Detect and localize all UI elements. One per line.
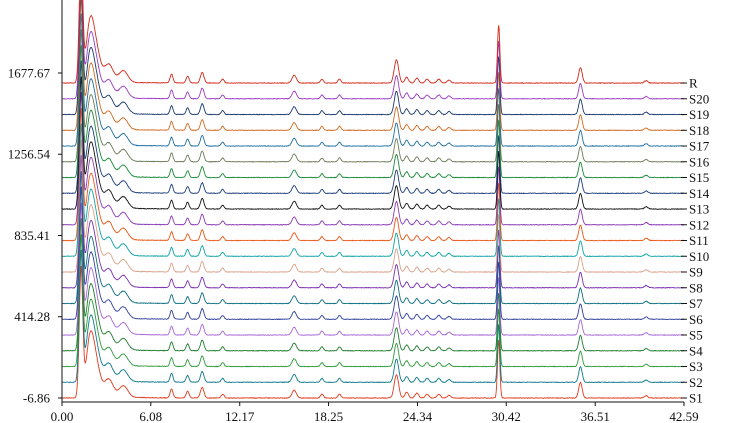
- y-tick-label: 835.41: [14, 228, 50, 243]
- trace-s16: [61, 29, 685, 163]
- trace-r: [61, 0, 685, 85]
- trace-s19: [61, 0, 685, 116]
- x-tick-label: 6.08: [139, 409, 162, 423]
- x-tick-label: 30.42: [492, 409, 521, 423]
- y-tick-layer: -6.86 414.28 835.41 1256.54 1677.67: [8, 66, 62, 406]
- trace-s8: [61, 155, 685, 289]
- trace-s4: [61, 218, 685, 352]
- series-label-r: R: [689, 76, 698, 91]
- series-label-s14: S14: [689, 186, 710, 201]
- series-label-s5: S5: [689, 328, 703, 343]
- series-label-layer: S1S2S3S4S5S6S7S8S9S10S11S12S13S14S15S16S…: [681, 76, 710, 406]
- trace-s7: [61, 171, 685, 305]
- x-tick-label: 0.00: [51, 409, 74, 423]
- trace-s18: [61, 0, 685, 132]
- x-tick-label: 24.34: [403, 409, 433, 423]
- series-label-s9: S9: [689, 265, 703, 280]
- series-label-s16: S16: [689, 154, 710, 169]
- series-label-s2: S2: [689, 375, 703, 390]
- trace-s3: [61, 234, 685, 368]
- series-label-s10: S10: [689, 249, 709, 264]
- trace-s10: [61, 123, 685, 258]
- series-label-s20: S20: [689, 91, 709, 106]
- trace-s11: [61, 108, 685, 242]
- trace-s12: [61, 92, 685, 226]
- trace-s1: [61, 265, 685, 399]
- axes: [61, 0, 684, 403]
- series-label-s15: S15: [689, 170, 709, 185]
- series-label-s4: S4: [689, 343, 703, 358]
- y-tick-label: 1256.54: [8, 147, 51, 162]
- series-label-s7: S7: [689, 296, 703, 311]
- trace-s20: [61, 0, 685, 100]
- trace-s14: [61, 60, 685, 195]
- series-label-s13: S13: [689, 202, 709, 217]
- trace-s9: [61, 139, 685, 274]
- series-label-s6: S6: [689, 312, 703, 327]
- y-tick-label: 1677.67: [8, 66, 51, 81]
- x-tick-layer: 0.00 6.08 12.17 18.25 24.34 30.42 36.51 42.59: [51, 402, 699, 423]
- series-label-s3: S3: [689, 359, 703, 374]
- x-tick-label: 36.51: [581, 409, 610, 423]
- x-tick-label: 42.59: [669, 409, 698, 423]
- series-label-s12: S12: [689, 217, 709, 232]
- trace-s15: [61, 45, 685, 179]
- trace-s13: [61, 76, 685, 210]
- y-tick-label: -6.86: [23, 391, 51, 406]
- x-tick-label: 18.25: [314, 409, 343, 423]
- y-tick-label: 414.28: [14, 309, 50, 324]
- series-label-s8: S8: [689, 280, 703, 295]
- trace-s17: [61, 13, 685, 147]
- x-tick-label: 12.17: [225, 409, 255, 423]
- trace-s5: [61, 202, 685, 336]
- series-label-s11: S11: [689, 233, 709, 248]
- series-label-s19: S19: [689, 107, 709, 122]
- trace-s2: [61, 249, 685, 384]
- trace-s6: [61, 186, 685, 321]
- series-label-s1: S1: [689, 391, 703, 406]
- series-label-s18: S18: [689, 123, 709, 138]
- series-label-s17: S17: [689, 139, 710, 154]
- trace-layer: [61, 0, 685, 399]
